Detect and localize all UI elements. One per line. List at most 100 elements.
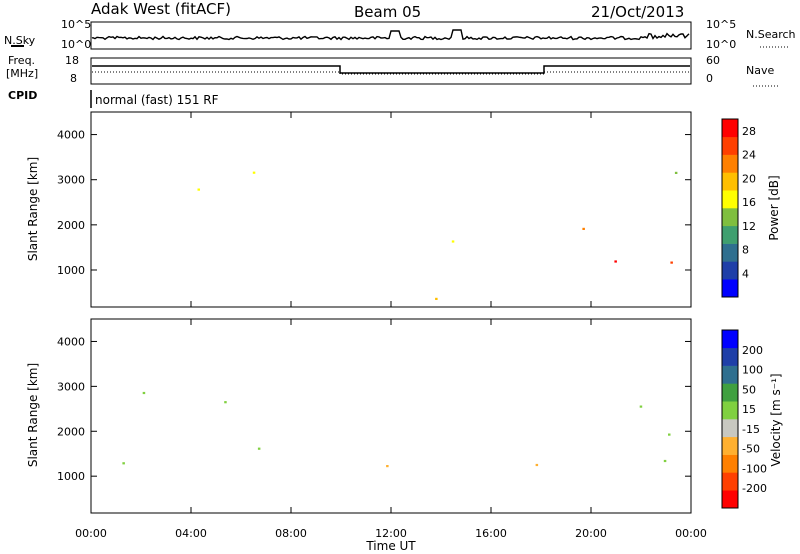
- cpid-label: CPID: [8, 89, 37, 102]
- freq-tick-bottom: 8: [70, 72, 77, 85]
- colorbar-swatch: [722, 472, 738, 491]
- cpid-text: normal (fast) 151 RF: [95, 93, 219, 107]
- power-x-ticks: [90, 112, 692, 307]
- colorbar-swatch: [722, 383, 738, 402]
- x-tick-label: 20:00: [575, 527, 607, 540]
- freq-panel: Freq. [MHz] 18 8 60 0 Nave: [6, 54, 778, 87]
- colorbar-swatch: [722, 365, 738, 384]
- colorbar-swatch: [722, 243, 738, 262]
- date-title: 21/Oct/2013: [591, 3, 684, 21]
- data-cell: [142, 391, 146, 395]
- nsky-trace: [91, 29, 690, 41]
- x-tick-label: 08:00: [275, 527, 307, 540]
- colorbar-tick-label: 100: [742, 364, 763, 377]
- colorbar-swatch: [722, 401, 738, 420]
- colorbar-swatch: [722, 279, 738, 298]
- colorbar-swatch: [722, 330, 738, 349]
- velocity-y-axis: 4000 3000 2000 1000: [57, 335, 691, 483]
- colorbar-tick-label: -15: [742, 423, 760, 436]
- colorbar-swatch: [722, 261, 738, 280]
- colorbar-swatch: [722, 136, 738, 155]
- colorbar-tick-label: 8: [742, 244, 749, 257]
- data-cell: [582, 227, 585, 230]
- y-tick-label: 3000: [57, 380, 85, 393]
- power-colorbar: 28 24 20 16 12 8 4 Power [dB]: [721, 118, 781, 298]
- y-tick-label: 1000: [57, 470, 85, 483]
- freq-trace: [92, 65, 690, 74]
- colorbar-tick-label: -50: [742, 443, 760, 456]
- nave-tick-bottom: 0: [706, 72, 713, 85]
- power-y-label: Slant Range [km]: [26, 157, 40, 261]
- colorbar-tick-label: 50: [742, 383, 756, 396]
- x-tick-label: 04:00: [175, 527, 207, 540]
- nsearch-tick-bottom: 10^0: [706, 38, 736, 51]
- data-cell: [663, 459, 667, 463]
- colorbar-swatch: [722, 208, 738, 227]
- colorbar-tick-label: -200: [742, 482, 767, 495]
- colorbar-tick-label: 28: [742, 125, 756, 138]
- nsearch-tick-top: 10^5: [706, 18, 736, 31]
- data-cell: [435, 297, 438, 300]
- y-tick-label: 1000: [57, 264, 85, 277]
- y-tick-label: 4000: [57, 335, 85, 348]
- colorbar-swatch: [722, 172, 738, 191]
- power-panel: 4000 3000 2000 1000 Slant Range [km]: [26, 111, 692, 308]
- data-cell: [386, 465, 389, 468]
- nsky-panel: N.Sky 10^5 10^0 10^5 10^0 N.Search: [4, 18, 796, 51]
- colorbar-tick-label: 12: [742, 220, 756, 233]
- freq-tick-top: 18: [65, 54, 79, 67]
- power-cells: [197, 171, 678, 300]
- data-cell: [252, 171, 256, 174]
- x-axis-label: Time UT: [365, 539, 416, 553]
- colorbar-tick-label: 4: [742, 267, 749, 280]
- x-tick-label: 00:00: [675, 527, 707, 540]
- freq-label-line1: Freq.: [8, 54, 35, 67]
- colorbar-swatch: [722, 347, 738, 366]
- data-cell: [224, 401, 227, 404]
- power-colorbar-label: Power [dB]: [767, 175, 781, 240]
- y-tick-label: 2000: [57, 425, 85, 438]
- velocity-y-label: Slant Range [km]: [26, 363, 40, 467]
- velocity-colorbar-label: Velocity [m s⁻¹]: [769, 373, 783, 466]
- colorbar-tick-label: 200: [742, 344, 763, 357]
- data-cell: [257, 447, 261, 450]
- beam-title: Beam 05: [354, 3, 421, 21]
- y-tick-label: 3000: [57, 174, 85, 187]
- colorbar-tick-label: 24: [742, 149, 756, 162]
- velocity-x-axis: 00:00 04:00 08:00 12:00 16:00 20:00 00:00: [75, 319, 707, 540]
- data-cell: [668, 433, 671, 436]
- colorbar-swatch: [722, 225, 738, 244]
- velocity-colorbar: 200 100 50 15 -15 -50 -100 -200 Velocity [m s⁻¹…: [721, 329, 783, 509]
- colorbar-swatch: [722, 419, 738, 438]
- data-cell: [197, 188, 200, 191]
- station-title: Adak West (fitACF): [91, 0, 231, 18]
- x-tick-label: 16:00: [475, 527, 507, 540]
- x-tick-label: 12:00: [375, 527, 407, 540]
- nsky-tick-bottom: 10^0: [61, 38, 91, 51]
- colorbar-tick-label: 15: [742, 403, 756, 416]
- power-y-axis: 4000 3000 2000 1000: [57, 129, 691, 277]
- nave-trace: [92, 71, 690, 75]
- colorbar-swatch: [722, 119, 738, 138]
- x-tick-label: 00:00: [75, 527, 107, 540]
- nave-tick-top: 60: [706, 54, 720, 67]
- nsky-label: N.Sky: [4, 34, 36, 47]
- data-cell: [674, 171, 678, 174]
- colorbar-swatch: [722, 436, 738, 455]
- colorbar-tick-label: -100: [742, 462, 767, 475]
- velocity-cells: [122, 391, 671, 468]
- y-tick-label: 4000: [57, 129, 85, 142]
- velocity-panel: 4000 3000 2000 1000 00:00 04:00 08:00 12:00 16:…: [26, 318, 707, 553]
- nsky-tick-top: 10^5: [61, 18, 91, 31]
- colorbar-swatch: [722, 154, 738, 173]
- data-cell: [670, 261, 673, 264]
- colorbar-swatch: [722, 190, 738, 209]
- data-cell: [535, 463, 539, 467]
- data-cell: [122, 462, 125, 465]
- colorbar-tick-label: 20: [742, 172, 756, 185]
- freq-label-line2: [MHz]: [6, 67, 38, 80]
- data-cell: [614, 260, 617, 263]
- colorbar-tick-label: 16: [742, 196, 756, 209]
- nave-label: Nave: [746, 64, 774, 77]
